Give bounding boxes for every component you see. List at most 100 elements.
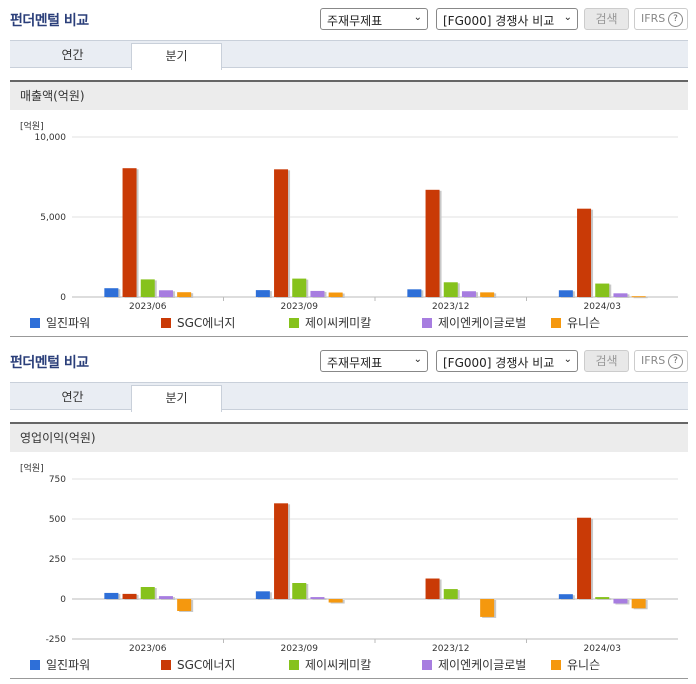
- bar[interactable]: [425, 578, 440, 599]
- bar[interactable]: [613, 293, 628, 297]
- legend-item[interactable]: SGC에너지: [161, 314, 235, 331]
- panel-title: 펀더멘털 비교: [10, 13, 89, 29]
- bar[interactable]: [292, 278, 307, 297]
- panel-divider: [10, 336, 688, 337]
- bar[interactable]: [177, 292, 192, 297]
- ifrs-button[interactable]: IFRS ?: [634, 8, 688, 30]
- tab-quarterly[interactable]: 분기: [131, 385, 222, 412]
- legend-item[interactable]: 제이엔케이글로벌: [422, 656, 526, 673]
- ifrs-label: IFRS: [641, 12, 666, 25]
- legend-item[interactable]: 제이씨케미칼: [289, 314, 371, 331]
- section-title: 영업이익(억원): [10, 422, 688, 452]
- y-tick-label: 250: [49, 555, 66, 565]
- panel-divider: [10, 678, 688, 679]
- x-tick-label: 2023/12: [432, 302, 469, 312]
- bar[interactable]: [595, 597, 610, 599]
- bar[interactable]: [292, 583, 307, 599]
- compare-select[interactable]: [FG000] 경쟁사 비교 ⌄: [436, 350, 578, 372]
- y-tick-label: 0: [60, 293, 66, 303]
- compare-select[interactable]: [FG000] 경쟁사 비교 ⌄: [436, 8, 578, 30]
- search-button[interactable]: 검색: [584, 8, 629, 30]
- help-icon[interactable]: ?: [668, 354, 683, 369]
- chevron-down-icon: ⌄: [413, 12, 422, 23]
- legend-item[interactable]: 유니슨: [551, 314, 600, 331]
- bar[interactable]: [443, 589, 458, 599]
- legend-label: 제이씨케미칼: [305, 658, 372, 672]
- legend-swatch: [161, 660, 171, 670]
- section-title: 매출액(억원): [10, 80, 688, 110]
- legend-item[interactable]: 제이씨케미칼: [289, 656, 371, 673]
- compare-value: [FG000] 경쟁사 비교: [443, 356, 555, 370]
- bar-shadow: [312, 598, 327, 600]
- y-axis-unit-label: [억원]: [20, 464, 44, 474]
- bar[interactable]: [158, 290, 173, 297]
- legend-label: 제이엔케이글로벌: [438, 316, 527, 330]
- bar[interactable]: [407, 289, 422, 297]
- bar[interactable]: [122, 168, 137, 297]
- bar[interactable]: [255, 290, 270, 297]
- legend-swatch: [30, 318, 40, 328]
- bar[interactable]: [595, 283, 610, 297]
- bar[interactable]: [558, 594, 573, 599]
- bar[interactable]: [310, 290, 325, 297]
- y-tick-label: -250: [46, 635, 67, 645]
- bar[interactable]: [631, 296, 646, 298]
- legend-swatch: [289, 660, 299, 670]
- revenue-panel: 펀더멘털 비교 주재무제표 ⌄ [FG000] 경쟁사 비교 ⌄ 검색 IFRS…: [10, 8, 688, 337]
- bar[interactable]: [613, 599, 628, 604]
- bar[interactable]: [274, 169, 289, 297]
- bar[interactable]: [443, 282, 458, 297]
- bar[interactable]: [631, 599, 646, 609]
- bar[interactable]: [328, 292, 343, 297]
- bar[interactable]: [480, 292, 495, 297]
- y-tick-label: 10,000: [35, 133, 67, 143]
- bar[interactable]: [274, 503, 289, 599]
- legend-label: 일진파워: [46, 316, 91, 330]
- legend-swatch: [422, 318, 432, 328]
- report-type-select[interactable]: 주재무제표 ⌄: [320, 8, 428, 30]
- legend-item[interactable]: 유니슨: [551, 656, 600, 673]
- help-icon[interactable]: ?: [668, 12, 683, 27]
- panel-title: 펀더멘털 비교: [10, 355, 89, 371]
- bar[interactable]: [104, 288, 119, 297]
- legend-label: 제이엔케이글로벌: [438, 658, 527, 672]
- bar[interactable]: [461, 291, 476, 297]
- bar[interactable]: [577, 208, 592, 297]
- tab-quarterly[interactable]: 분기: [131, 43, 222, 70]
- legend-item[interactable]: SGC에너지: [161, 656, 235, 673]
- tab-annual[interactable]: 연간: [61, 48, 84, 62]
- chart-legend: 일진파워 SGC에너지 제이씨케미칼 제이엔케이글로벌 유니슨: [30, 656, 690, 673]
- legend-item[interactable]: 일진파워: [30, 656, 90, 673]
- x-tick-label: 2024/03: [584, 644, 621, 654]
- bar[interactable]: [255, 591, 270, 599]
- legend-item[interactable]: 일진파워: [30, 314, 90, 331]
- bar[interactable]: [140, 279, 155, 297]
- chevron-down-icon: ⌄: [563, 354, 572, 365]
- y-axis-unit-label: [억원]: [20, 122, 44, 132]
- bar[interactable]: [310, 597, 325, 599]
- legend-item[interactable]: 제이엔케이글로벌: [422, 314, 526, 331]
- bar[interactable]: [425, 189, 440, 297]
- x-tick-label: 2023/09: [281, 302, 319, 312]
- ifrs-label: IFRS: [641, 354, 666, 367]
- legend-label: 유니슨: [567, 658, 601, 672]
- bar[interactable]: [122, 593, 137, 599]
- bar[interactable]: [577, 517, 592, 599]
- bar[interactable]: [140, 587, 155, 599]
- bar[interactable]: [158, 596, 173, 599]
- report-type-select[interactable]: 주재무제표 ⌄: [320, 350, 428, 372]
- y-tick-label: 5,000: [40, 213, 66, 223]
- bar[interactable]: [177, 599, 192, 611]
- tab-annual[interactable]: 연간: [61, 390, 84, 404]
- bar[interactable]: [558, 290, 573, 297]
- legend-swatch: [551, 318, 561, 328]
- ifrs-button[interactable]: IFRS ?: [634, 350, 688, 372]
- bar[interactable]: [480, 599, 495, 617]
- x-tick-label: 2023/06: [129, 302, 167, 312]
- x-tick-label: 2023/09: [281, 644, 319, 654]
- bar[interactable]: [104, 592, 119, 599]
- revenue-bar-chart: 0 5,000 10,000 2023/06 2023/09 2023/12 2024/03: [35, 133, 678, 312]
- legend-label: 일진파워: [46, 658, 91, 672]
- search-button[interactable]: 검색: [584, 350, 629, 372]
- bar[interactable]: [328, 599, 343, 603]
